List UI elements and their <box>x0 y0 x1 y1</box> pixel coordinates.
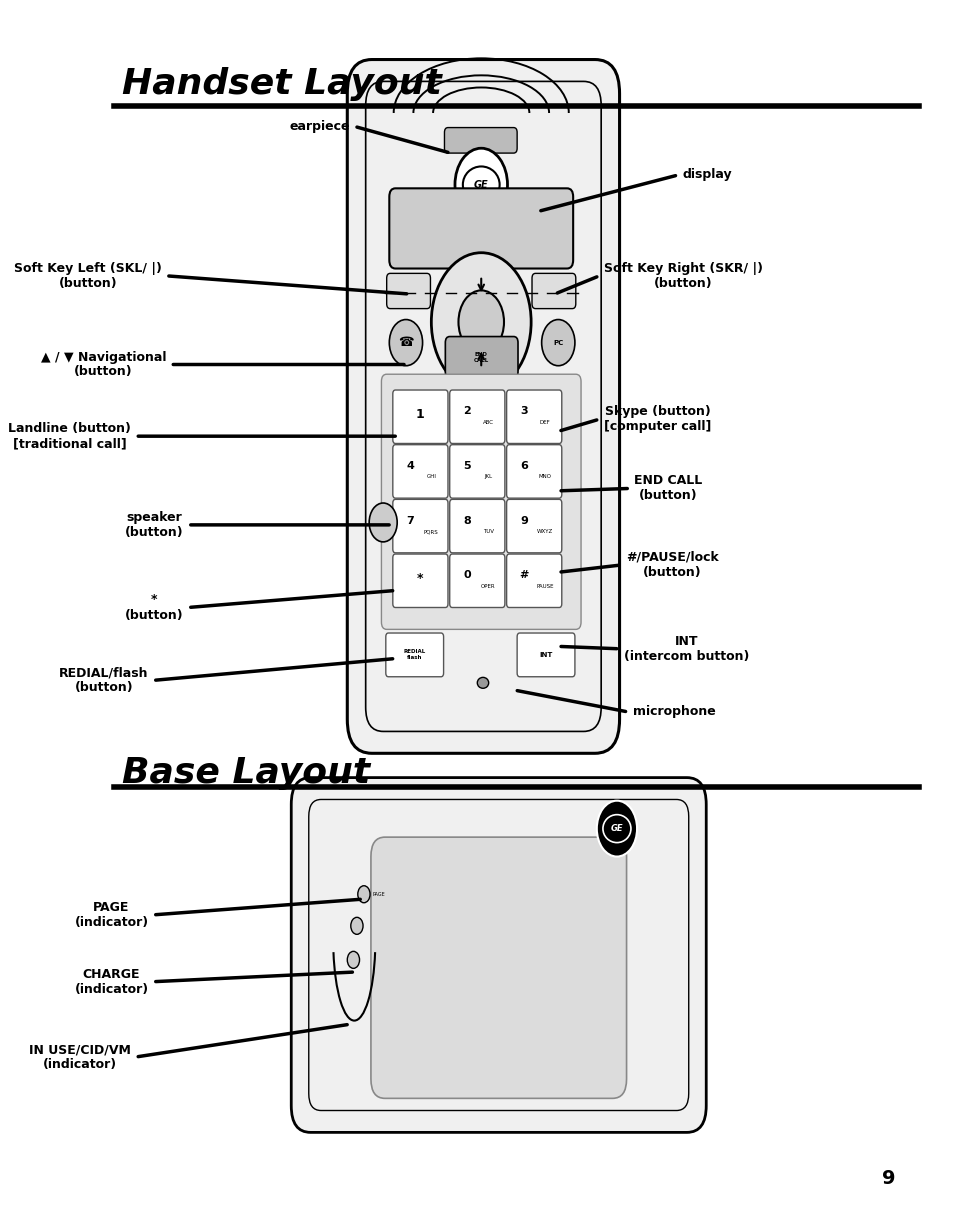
Text: 6: 6 <box>519 460 528 471</box>
Text: earpiece: earpiece <box>289 120 350 132</box>
Text: PAUSE: PAUSE <box>536 584 554 589</box>
FancyBboxPatch shape <box>506 554 561 608</box>
Text: Handset Layout: Handset Layout <box>122 67 441 101</box>
Text: ☎: ☎ <box>397 337 414 349</box>
Text: DEF: DEF <box>539 420 550 425</box>
Ellipse shape <box>602 814 630 843</box>
Text: 4: 4 <box>406 460 414 471</box>
Circle shape <box>541 320 575 366</box>
Text: Skype (button)
[computer call]: Skype (button) [computer call] <box>603 405 710 434</box>
FancyBboxPatch shape <box>506 445 561 498</box>
Circle shape <box>455 148 507 221</box>
FancyBboxPatch shape <box>517 633 575 677</box>
Text: 2: 2 <box>463 406 471 417</box>
Circle shape <box>369 503 396 542</box>
Circle shape <box>351 917 363 934</box>
FancyBboxPatch shape <box>393 499 448 553</box>
Text: *: * <box>416 572 423 584</box>
Text: REDIAL/flash
(button): REDIAL/flash (button) <box>59 666 149 695</box>
Text: PAGE: PAGE <box>373 892 385 897</box>
Text: 8: 8 <box>463 515 471 526</box>
Text: Landline (button)
[traditional call]: Landline (button) [traditional call] <box>9 422 131 451</box>
Text: JKL: JKL <box>484 475 492 480</box>
Text: 5: 5 <box>463 460 471 471</box>
FancyBboxPatch shape <box>449 445 504 498</box>
FancyBboxPatch shape <box>381 374 580 629</box>
Text: GE: GE <box>474 180 488 190</box>
Text: 0: 0 <box>463 570 471 581</box>
Text: speaker
(button): speaker (button) <box>125 510 183 539</box>
FancyBboxPatch shape <box>449 499 504 553</box>
Text: 3: 3 <box>520 406 527 417</box>
Text: INT
(intercom button): INT (intercom button) <box>623 634 748 663</box>
Text: ▲ / ▼ Navigational
(button): ▲ / ▼ Navigational (button) <box>41 350 166 379</box>
Text: 9: 9 <box>519 515 528 526</box>
FancyBboxPatch shape <box>506 499 561 553</box>
Circle shape <box>347 951 359 968</box>
FancyBboxPatch shape <box>389 188 573 269</box>
FancyBboxPatch shape <box>393 390 448 443</box>
Circle shape <box>431 253 531 391</box>
FancyBboxPatch shape <box>371 837 626 1098</box>
FancyBboxPatch shape <box>449 554 504 608</box>
Text: PQRS: PQRS <box>423 530 438 535</box>
FancyBboxPatch shape <box>386 273 430 309</box>
Text: Soft Key Right (SKR/ |)
(button): Soft Key Right (SKR/ |) (button) <box>603 261 762 290</box>
FancyBboxPatch shape <box>291 778 705 1132</box>
FancyBboxPatch shape <box>385 633 443 677</box>
Circle shape <box>389 320 422 366</box>
Text: WXYZ: WXYZ <box>537 530 553 535</box>
FancyBboxPatch shape <box>347 60 618 753</box>
Circle shape <box>357 886 370 903</box>
FancyBboxPatch shape <box>393 445 448 498</box>
Circle shape <box>597 801 637 857</box>
Text: REDIAL
flash: REDIAL flash <box>403 650 425 660</box>
Text: 9: 9 <box>881 1169 894 1188</box>
Text: INT: INT <box>538 652 552 657</box>
Text: PC: PC <box>553 340 563 345</box>
FancyBboxPatch shape <box>449 390 504 443</box>
Ellipse shape <box>462 166 499 203</box>
FancyBboxPatch shape <box>532 273 576 309</box>
Text: display: display <box>682 169 732 181</box>
Text: END
CALL: END CALL <box>473 352 488 362</box>
Text: TUV: TUV <box>482 530 494 535</box>
Text: IN USE/CID/VM
(indicator): IN USE/CID/VM (indicator) <box>30 1042 131 1072</box>
FancyBboxPatch shape <box>393 554 448 608</box>
FancyBboxPatch shape <box>506 390 561 443</box>
Text: Soft Key Left (SKL/ |)
(button): Soft Key Left (SKL/ |) (button) <box>13 261 161 290</box>
Text: Base Layout: Base Layout <box>122 756 370 790</box>
Circle shape <box>458 290 503 354</box>
Text: *
(button): * (button) <box>125 593 183 622</box>
Text: PAGE
(indicator): PAGE (indicator) <box>74 900 149 929</box>
Text: 1: 1 <box>416 408 424 420</box>
Text: microphone: microphone <box>632 706 715 718</box>
Text: #/PAUSE/lock
(button): #/PAUSE/lock (button) <box>625 550 718 580</box>
Ellipse shape <box>476 678 488 688</box>
Text: GE: GE <box>610 824 622 833</box>
Text: END CALL
(button): END CALL (button) <box>634 474 702 503</box>
Text: ABC: ABC <box>482 420 494 425</box>
Text: CHARGE
(indicator): CHARGE (indicator) <box>74 967 149 996</box>
FancyBboxPatch shape <box>444 128 517 153</box>
Text: MNO: MNO <box>538 475 551 480</box>
Text: 7: 7 <box>406 515 414 526</box>
Text: OPER: OPER <box>480 584 495 589</box>
Text: #: # <box>519 570 528 581</box>
Text: GHI: GHI <box>426 475 436 480</box>
FancyBboxPatch shape <box>445 337 517 378</box>
